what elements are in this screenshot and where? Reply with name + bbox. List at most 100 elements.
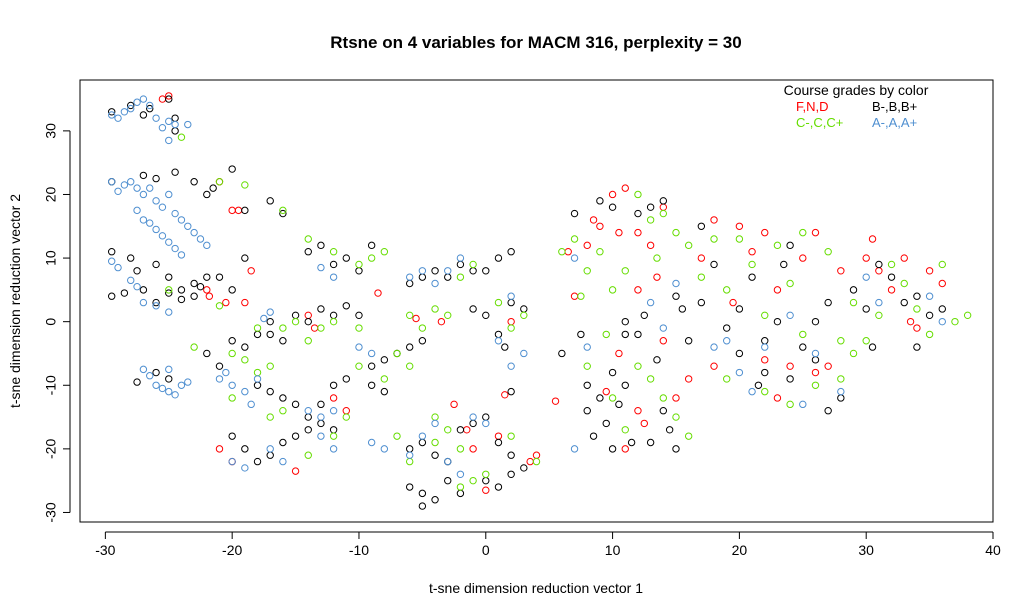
data-point — [228, 206, 236, 215]
data-point — [355, 267, 363, 275]
data-point — [177, 286, 186, 294]
data-point — [228, 457, 236, 466]
data-point — [811, 368, 820, 377]
data-point — [279, 206, 287, 215]
data-point — [799, 343, 807, 351]
data-point — [241, 445, 249, 453]
data-point — [456, 426, 465, 434]
data-point — [469, 445, 477, 453]
data-point — [279, 324, 287, 332]
data-point — [380, 248, 389, 256]
data-point — [507, 324, 515, 332]
data-point — [380, 445, 389, 453]
data-point — [317, 241, 325, 250]
data-point — [444, 476, 452, 485]
data-point — [938, 305, 946, 313]
data-point — [729, 298, 737, 307]
data-point — [165, 273, 173, 281]
data-point — [444, 273, 452, 281]
data-point — [241, 464, 249, 472]
data-point — [583, 362, 591, 370]
data-point — [329, 407, 338, 415]
data-point — [735, 235, 744, 243]
data-point — [469, 267, 477, 275]
data-point — [304, 413, 312, 421]
data-point — [329, 381, 338, 389]
data-point — [152, 368, 160, 377]
data-point — [266, 445, 274, 453]
data-point — [849, 286, 858, 294]
data-point — [139, 95, 148, 103]
data-point — [900, 254, 908, 262]
data-point — [570, 235, 579, 243]
data-point — [482, 470, 490, 479]
data-point — [241, 387, 249, 396]
data-point — [659, 407, 668, 415]
data-point — [165, 92, 173, 100]
data-point — [659, 337, 668, 345]
data-point — [108, 248, 116, 256]
data-point — [431, 279, 439, 288]
data-point — [710, 216, 718, 224]
data-point — [608, 394, 617, 402]
data-point — [139, 190, 148, 199]
data-point — [646, 216, 655, 224]
data-point — [570, 209, 579, 218]
data-point — [564, 248, 572, 256]
data-point — [171, 244, 179, 253]
data-point — [247, 400, 255, 409]
data-point — [380, 375, 389, 383]
data-point — [469, 305, 477, 313]
y-tick-label: 30 — [43, 123, 59, 139]
data-point — [158, 95, 167, 103]
data-point — [786, 375, 794, 383]
data-point — [925, 267, 934, 275]
data-point — [158, 384, 167, 393]
data-point — [329, 260, 338, 269]
legend-title: Course grades by color — [784, 82, 929, 98]
data-point — [494, 337, 503, 345]
data-point — [913, 324, 921, 332]
x-tick-label: 30 — [858, 542, 874, 558]
data-point — [127, 276, 135, 285]
data-point — [253, 457, 262, 466]
data-point — [228, 337, 236, 345]
x-tick-label: -10 — [349, 542, 369, 558]
data-point — [837, 375, 845, 383]
data-point — [938, 317, 946, 326]
data-point — [646, 375, 655, 383]
data-point — [913, 305, 921, 313]
data-point — [146, 101, 154, 110]
data-point — [329, 394, 338, 402]
data-point — [640, 311, 648, 320]
data-point — [317, 400, 325, 409]
data-point — [228, 286, 236, 294]
data-point — [773, 241, 782, 250]
data-point — [634, 228, 642, 237]
data-point — [355, 343, 363, 351]
data-point — [646, 298, 655, 307]
data-point — [165, 238, 173, 246]
data-point — [215, 445, 224, 453]
data-point — [786, 362, 794, 370]
x-tick-label: 0 — [482, 542, 490, 558]
data-point — [431, 438, 439, 447]
chart-title: Rtsne on 4 variables for MACM 316, perpl… — [330, 33, 741, 52]
data-point — [165, 136, 173, 145]
data-point — [482, 486, 490, 494]
data-point — [621, 445, 629, 453]
data-point — [291, 400, 300, 409]
data-point — [786, 400, 794, 409]
x-axis-label: t-sne dimension reduction vector 1 — [429, 580, 643, 596]
y-tick-label: 20 — [43, 186, 59, 202]
data-point — [317, 305, 325, 313]
data-point — [653, 254, 661, 262]
data-point — [799, 254, 807, 262]
data-point — [431, 419, 439, 428]
data-point — [158, 123, 167, 132]
data-point — [735, 368, 744, 377]
data-point — [152, 225, 160, 234]
data-point — [165, 190, 173, 199]
data-point — [482, 476, 490, 485]
data-point — [589, 432, 598, 440]
